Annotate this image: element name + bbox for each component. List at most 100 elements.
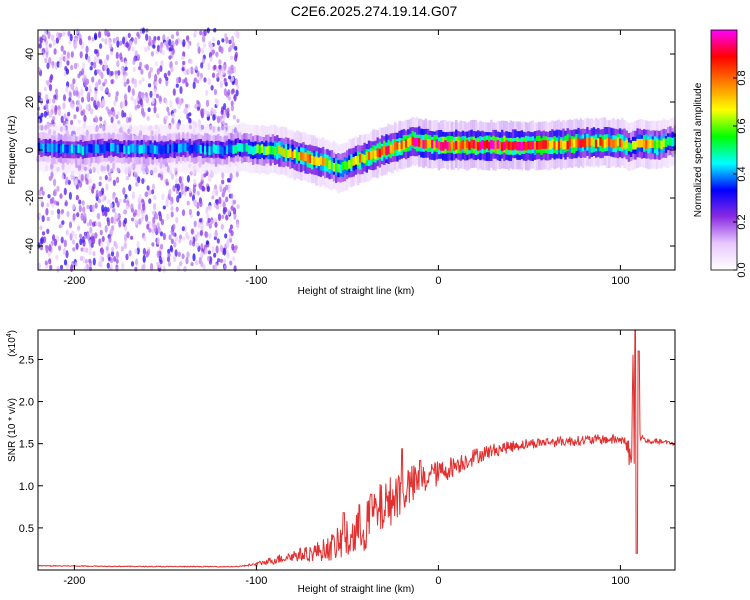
ridge-cell [584, 138, 587, 148]
snr-y-scale-base: (x10 [7, 337, 18, 357]
y-tick-label: -20 [24, 190, 36, 206]
ridge-cell [88, 143, 91, 153]
noise-cell [130, 235, 134, 240]
ridge-cell [171, 143, 174, 152]
noise-cell [125, 41, 129, 48]
noise-cell [44, 260, 48, 266]
noise-cell [214, 184, 218, 190]
noise-cell [181, 67, 185, 72]
noise-cell [86, 222, 90, 227]
y-tick-label: 2.5 [19, 354, 34, 366]
noise-cell [144, 191, 148, 198]
noise-cell [95, 81, 99, 90]
noise-cell [104, 38, 108, 45]
noise-cell [51, 60, 55, 69]
noise-cell [88, 85, 92, 92]
noise-cell [229, 44, 233, 51]
noise-cell [190, 66, 194, 75]
noise-cell [63, 50, 67, 55]
noise-cell [110, 70, 114, 76]
noise-cell [165, 40, 169, 48]
noise-cell [188, 188, 192, 194]
noise-cell [93, 61, 97, 69]
noise-cell [96, 100, 100, 108]
noise-cell [204, 249, 208, 254]
noise-cell [152, 39, 156, 45]
noise-cell [205, 100, 209, 108]
snr-y-label: SNR (10 * v/v) [7, 398, 18, 462]
noise-cell [206, 213, 210, 220]
noise-cell [110, 51, 114, 56]
noise-cell [203, 77, 207, 83]
noise-cell [97, 212, 101, 220]
noise-cell [207, 217, 211, 224]
noise-cell [86, 172, 90, 180]
noise-cell [124, 35, 128, 42]
ridge-cell [107, 142, 111, 152]
noise-cell [122, 100, 126, 108]
noise-cell [138, 66, 142, 71]
noise-cell [235, 89, 239, 97]
ridge-cell [66, 144, 69, 154]
noise-cell [161, 50, 165, 56]
noise-cell [107, 92, 111, 98]
ridge-cell [271, 146, 275, 155]
noise-cell [107, 109, 111, 115]
noise-cell [228, 39, 232, 45]
noise-cell [106, 207, 110, 213]
noise-cell [65, 85, 69, 93]
noise-cell [161, 193, 165, 201]
noise-cell [221, 171, 225, 179]
noise-cell [211, 246, 215, 253]
noise-cell [146, 223, 150, 230]
noise-cell [104, 28, 108, 37]
noise-cell [95, 49, 99, 54]
snr-frame [37, 329, 676, 571]
ridge-cell [293, 149, 296, 159]
noise-cell [82, 206, 86, 214]
ridge-cell [566, 140, 569, 150]
noise-cell [83, 265, 88, 273]
noise-cell [227, 96, 231, 101]
snr-x-label: Height of straight line (km) [298, 584, 415, 595]
noise-cell [145, 250, 149, 258]
ridge-cell [136, 143, 139, 153]
noise-cell [174, 235, 178, 243]
noise-cell [176, 195, 180, 203]
noise-cell [226, 240, 230, 249]
noise-cell [170, 44, 174, 51]
noise-cell [48, 110, 52, 117]
noise-cell [77, 119, 81, 124]
noise-cell [209, 56, 213, 63]
noise-cell [214, 230, 218, 238]
noise-cell [123, 81, 127, 87]
noise-cell [224, 82, 228, 87]
noise-cell [151, 183, 156, 191]
noise-cell [48, 43, 52, 48]
noise-cell [131, 88, 135, 96]
noise-cell [77, 73, 81, 79]
ridge-cell [278, 145, 281, 154]
noise-cell [208, 40, 212, 48]
noise-cell [138, 91, 143, 97]
noise-cell [166, 213, 170, 220]
ridge-cell [44, 144, 47, 153]
noise-cell [124, 66, 128, 71]
ridge-cell [616, 137, 620, 146]
noise-cell [78, 199, 82, 205]
noise-cell [223, 264, 228, 270]
ridge-cell [387, 145, 390, 155]
noise-cell [141, 264, 145, 271]
noise-cell [88, 219, 93, 227]
ridge-cell [197, 142, 200, 152]
ridge-cell [603, 139, 607, 148]
noise-cell [169, 245, 173, 252]
noise-cell [109, 257, 114, 264]
noise-cell [196, 231, 200, 238]
ridge-cell [575, 138, 578, 148]
noise-cell [183, 191, 187, 196]
ridge-cell [551, 139, 554, 148]
noise-cell [108, 176, 112, 182]
ridge-cell [411, 136, 414, 146]
noise-cell [81, 200, 85, 206]
